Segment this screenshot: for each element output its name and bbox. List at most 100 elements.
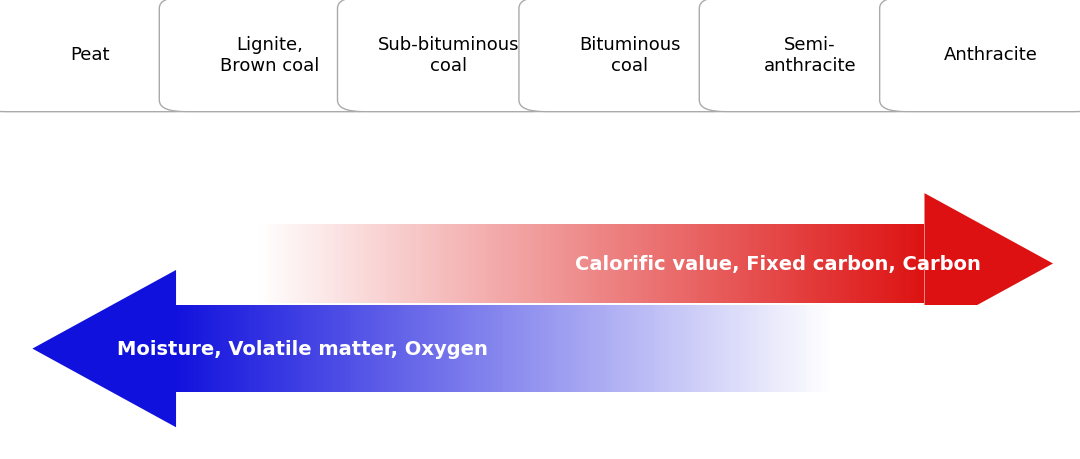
- Polygon shape: [392, 305, 395, 392]
- Polygon shape: [544, 305, 548, 392]
- Polygon shape: [243, 305, 246, 392]
- Polygon shape: [834, 305, 837, 392]
- Polygon shape: [341, 225, 345, 303]
- Polygon shape: [363, 305, 366, 392]
- Polygon shape: [980, 305, 983, 392]
- Polygon shape: [214, 225, 217, 303]
- Polygon shape: [877, 225, 880, 303]
- Polygon shape: [92, 225, 95, 303]
- Polygon shape: [716, 225, 719, 303]
- Polygon shape: [202, 225, 205, 303]
- Polygon shape: [550, 225, 553, 303]
- Polygon shape: [957, 305, 959, 392]
- Polygon shape: [521, 305, 524, 392]
- Polygon shape: [826, 225, 829, 303]
- Polygon shape: [272, 305, 275, 392]
- Polygon shape: [1038, 305, 1041, 392]
- Polygon shape: [469, 305, 471, 392]
- Polygon shape: [546, 225, 550, 303]
- Polygon shape: [369, 305, 372, 392]
- Polygon shape: [711, 225, 714, 303]
- Polygon shape: [670, 305, 673, 392]
- Polygon shape: [160, 225, 163, 303]
- Polygon shape: [696, 225, 699, 303]
- Polygon shape: [633, 225, 636, 303]
- Polygon shape: [1050, 305, 1053, 392]
- Polygon shape: [474, 305, 477, 392]
- Polygon shape: [726, 225, 728, 303]
- Polygon shape: [816, 305, 819, 392]
- Polygon shape: [738, 225, 740, 303]
- Polygon shape: [455, 225, 458, 303]
- Polygon shape: [767, 225, 770, 303]
- Polygon shape: [626, 305, 630, 392]
- Polygon shape: [293, 305, 296, 392]
- Polygon shape: [296, 305, 299, 392]
- Polygon shape: [791, 225, 794, 303]
- Polygon shape: [416, 225, 419, 303]
- Polygon shape: [705, 305, 708, 392]
- Polygon shape: [176, 305, 179, 392]
- Polygon shape: [880, 305, 883, 392]
- Polygon shape: [883, 305, 887, 392]
- Polygon shape: [294, 225, 297, 303]
- Polygon shape: [477, 305, 480, 392]
- Polygon shape: [621, 225, 624, 303]
- Polygon shape: [627, 225, 630, 303]
- Polygon shape: [507, 305, 510, 392]
- Polygon shape: [870, 225, 874, 303]
- Polygon shape: [202, 305, 205, 392]
- Polygon shape: [858, 305, 860, 392]
- Polygon shape: [787, 305, 789, 392]
- Polygon shape: [828, 305, 831, 392]
- Polygon shape: [536, 305, 539, 392]
- Polygon shape: [624, 225, 627, 303]
- Polygon shape: [565, 305, 568, 392]
- Polygon shape: [913, 305, 916, 392]
- Polygon shape: [450, 305, 454, 392]
- Polygon shape: [916, 305, 918, 392]
- Polygon shape: [723, 305, 726, 392]
- Polygon shape: [387, 225, 389, 303]
- Polygon shape: [268, 225, 270, 303]
- Polygon shape: [609, 225, 612, 303]
- Polygon shape: [491, 305, 495, 392]
- Polygon shape: [743, 305, 746, 392]
- Polygon shape: [829, 225, 833, 303]
- Polygon shape: [577, 305, 580, 392]
- Polygon shape: [862, 225, 865, 303]
- Polygon shape: [486, 305, 489, 392]
- Polygon shape: [752, 225, 755, 303]
- Polygon shape: [80, 225, 83, 303]
- Polygon shape: [146, 225, 148, 303]
- Polygon shape: [811, 225, 814, 303]
- Polygon shape: [916, 225, 918, 303]
- Polygon shape: [928, 305, 930, 392]
- Polygon shape: [509, 225, 511, 303]
- Polygon shape: [618, 225, 621, 303]
- Polygon shape: [685, 305, 688, 392]
- Polygon shape: [127, 225, 131, 303]
- Polygon shape: [380, 225, 383, 303]
- Polygon shape: [312, 225, 315, 303]
- Polygon shape: [909, 225, 913, 303]
- Polygon shape: [535, 225, 538, 303]
- Polygon shape: [894, 225, 897, 303]
- Polygon shape: [392, 225, 395, 303]
- Polygon shape: [279, 305, 281, 392]
- Polygon shape: [991, 305, 995, 392]
- Polygon shape: [681, 305, 685, 392]
- Polygon shape: [360, 225, 363, 303]
- Polygon shape: [463, 225, 467, 303]
- Polygon shape: [297, 225, 300, 303]
- Polygon shape: [651, 225, 653, 303]
- Polygon shape: [673, 305, 676, 392]
- Polygon shape: [585, 225, 589, 303]
- Polygon shape: [880, 225, 882, 303]
- Polygon shape: [679, 305, 681, 392]
- Polygon shape: [719, 305, 723, 392]
- Polygon shape: [837, 305, 839, 392]
- Polygon shape: [600, 225, 604, 303]
- Polygon shape: [287, 305, 291, 392]
- Polygon shape: [998, 305, 1000, 392]
